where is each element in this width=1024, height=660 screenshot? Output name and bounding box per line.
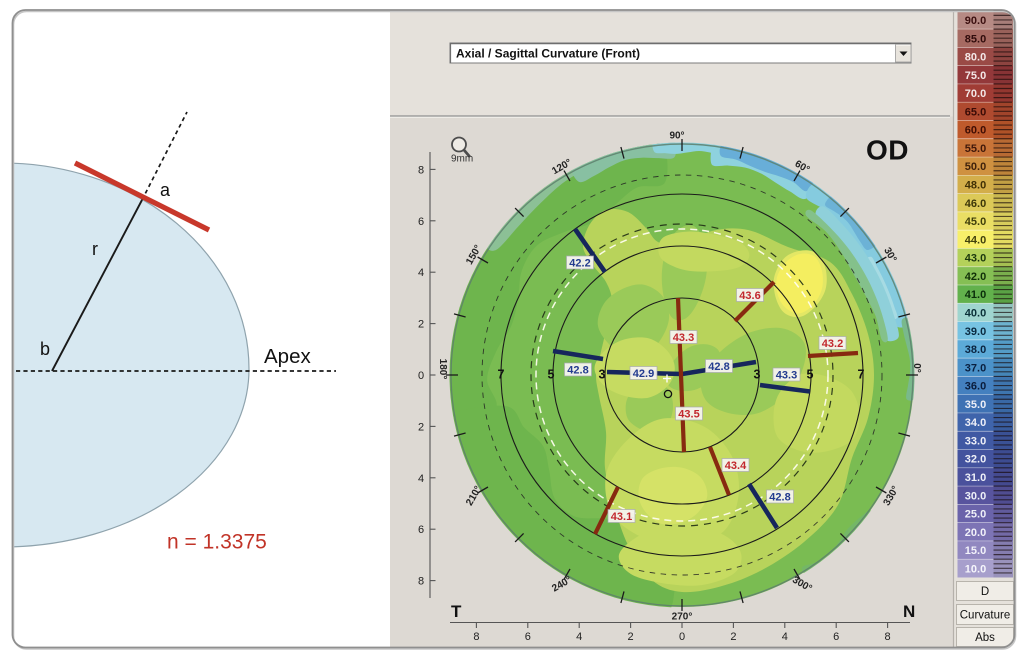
svg-text:8: 8 (885, 631, 891, 643)
svg-text:OD: OD (866, 135, 909, 166)
svg-text:4: 4 (418, 473, 424, 485)
svg-text:70.0: 70.0 (965, 88, 986, 100)
svg-text:42.8: 42.8 (769, 491, 790, 503)
svg-text:43.6: 43.6 (739, 290, 760, 302)
svg-text:60.0: 60.0 (965, 125, 986, 137)
svg-text:90°: 90° (669, 131, 684, 142)
svg-text:a: a (160, 180, 171, 200)
svg-text:b: b (40, 339, 50, 359)
svg-text:45.0: 45.0 (965, 216, 986, 228)
svg-text:20.0: 20.0 (965, 527, 986, 539)
svg-text:Curvature: Curvature (960, 610, 1011, 622)
svg-text:2: 2 (418, 319, 424, 331)
svg-text:48.0: 48.0 (965, 180, 986, 192)
svg-text:6: 6 (418, 524, 424, 536)
svg-text:30.0: 30.0 (965, 490, 986, 502)
svg-text:43.0: 43.0 (965, 253, 986, 265)
svg-text:6: 6 (833, 631, 839, 643)
svg-text:r: r (92, 239, 98, 259)
svg-text:31.0: 31.0 (965, 472, 986, 484)
svg-text:9mm: 9mm (451, 154, 473, 165)
svg-text:3: 3 (599, 368, 606, 382)
svg-text:43.1: 43.1 (611, 511, 632, 523)
svg-text:T: T (451, 602, 462, 621)
svg-text:0: 0 (679, 631, 685, 643)
svg-text:4: 4 (418, 267, 424, 279)
svg-text:43.3: 43.3 (673, 332, 694, 344)
svg-text:33.0: 33.0 (965, 435, 986, 447)
svg-text:Abs: Abs (975, 632, 995, 644)
svg-text:50.0: 50.0 (965, 161, 986, 173)
svg-text:43.4: 43.4 (725, 460, 747, 472)
svg-text:65.0: 65.0 (965, 106, 986, 118)
svg-text:35.0: 35.0 (965, 399, 986, 411)
svg-text:8: 8 (418, 576, 424, 588)
svg-text:40.0: 40.0 (965, 307, 986, 319)
svg-text:4: 4 (782, 631, 788, 643)
svg-text:0°: 0° (911, 363, 922, 373)
svg-text:42.9: 42.9 (633, 368, 654, 380)
svg-text:37.0: 37.0 (965, 362, 986, 374)
svg-text:55.0: 55.0 (965, 143, 986, 155)
svg-text:Axial / Sagittal Curvature (Fr: Axial / Sagittal Curvature (Front) (456, 47, 640, 61)
svg-text:7: 7 (858, 368, 865, 382)
svg-text:180°: 180° (437, 359, 448, 380)
svg-text:42.8: 42.8 (708, 361, 729, 373)
svg-text:4: 4 (576, 631, 582, 643)
svg-text:46.0: 46.0 (965, 198, 986, 210)
svg-text:85.0: 85.0 (965, 33, 986, 45)
svg-text:43.3: 43.3 (776, 369, 797, 381)
svg-text:6: 6 (525, 631, 531, 643)
svg-text:2: 2 (628, 631, 634, 643)
svg-text:43.2: 43.2 (822, 338, 843, 350)
svg-text:2: 2 (418, 421, 424, 433)
svg-text:43.5: 43.5 (678, 408, 699, 420)
svg-text:5: 5 (807, 368, 814, 382)
svg-text:42.2: 42.2 (569, 257, 590, 269)
svg-text:90.0: 90.0 (965, 15, 986, 27)
svg-text:10.0: 10.0 (965, 563, 986, 575)
svg-text:44.0: 44.0 (965, 234, 986, 246)
svg-text:42.0: 42.0 (965, 271, 986, 283)
svg-text:75.0: 75.0 (965, 70, 986, 82)
svg-text:34.0: 34.0 (965, 417, 986, 429)
svg-text:0: 0 (418, 370, 424, 382)
svg-text:39.0: 39.0 (965, 326, 986, 338)
svg-text:80.0: 80.0 (965, 52, 986, 64)
svg-text:42.8: 42.8 (567, 364, 588, 376)
svg-text:25.0: 25.0 (965, 509, 986, 521)
svg-text:8: 8 (418, 164, 424, 176)
svg-text:2: 2 (730, 631, 736, 643)
svg-text:270°: 270° (672, 612, 693, 623)
svg-text:7: 7 (498, 368, 505, 382)
svg-text:41.0: 41.0 (965, 289, 986, 301)
svg-text:5: 5 (548, 368, 555, 382)
svg-text:38.0: 38.0 (965, 344, 986, 356)
svg-text:Apex: Apex (264, 345, 311, 368)
svg-text:6: 6 (418, 216, 424, 228)
svg-text:3: 3 (754, 368, 761, 382)
svg-text:15.0: 15.0 (965, 545, 986, 557)
svg-text:n = 1.3375: n = 1.3375 (167, 531, 267, 554)
svg-text:N: N (903, 602, 915, 621)
svg-text:36.0: 36.0 (965, 381, 986, 393)
svg-text:8: 8 (473, 631, 479, 643)
svg-text:D: D (981, 586, 989, 598)
svg-text:32.0: 32.0 (965, 454, 986, 466)
